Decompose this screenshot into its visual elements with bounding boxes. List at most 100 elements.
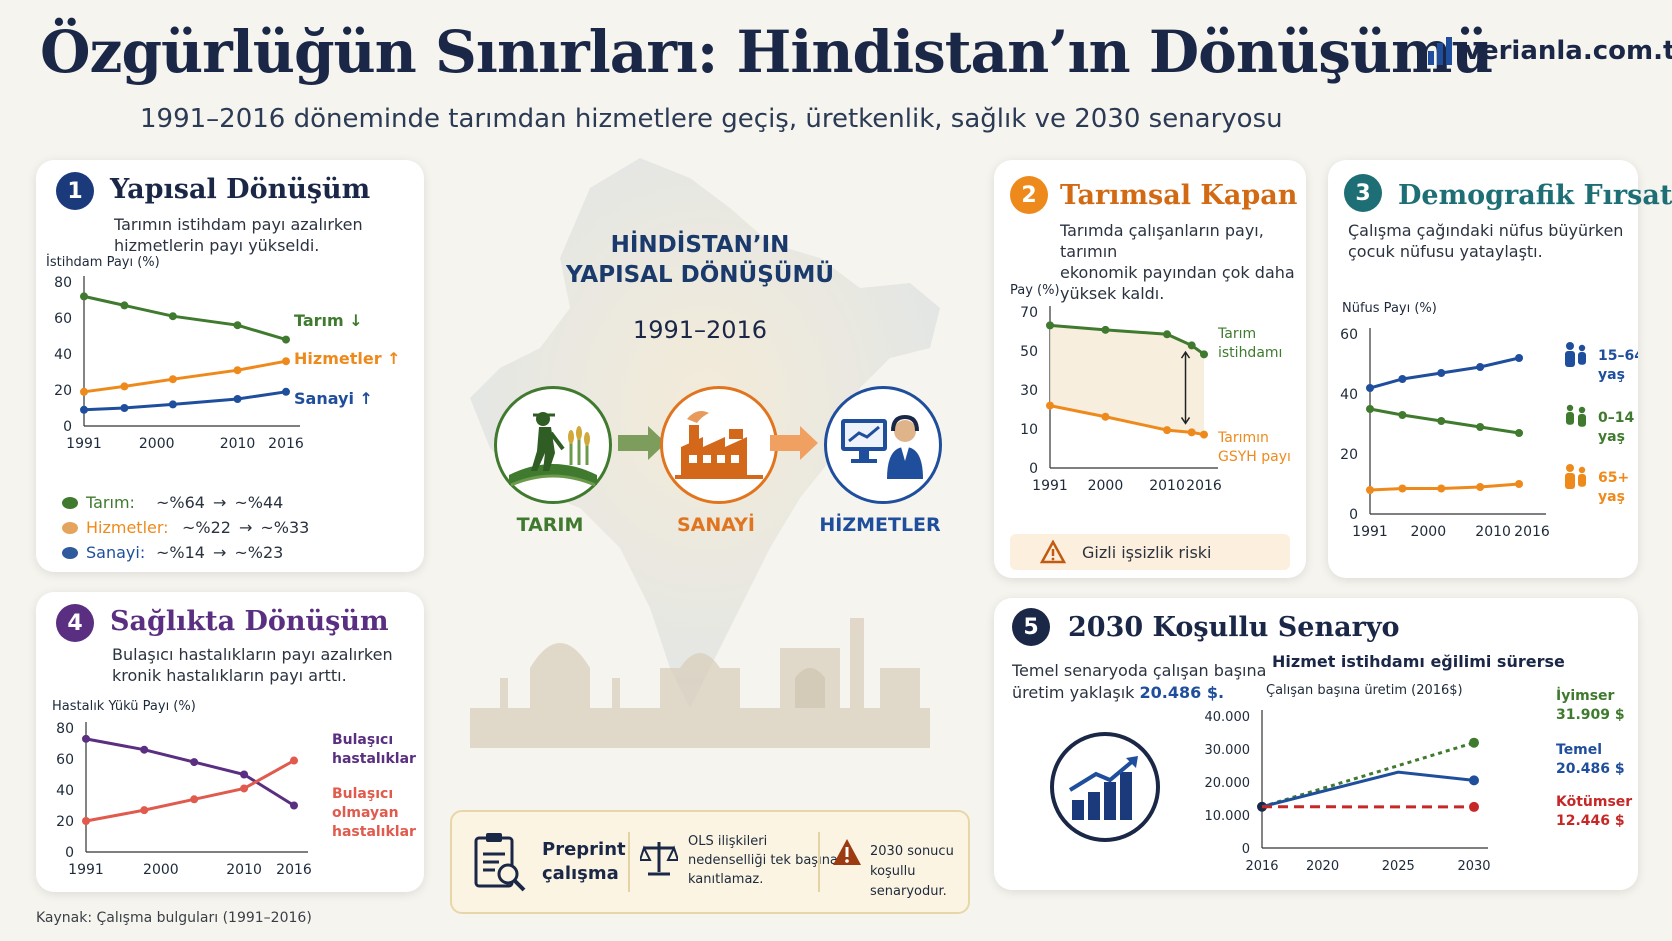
y-tick-label: 20.000 <box>1205 776 1251 791</box>
series-0-point <box>1187 341 1196 350</box>
card-description: üretim yaklaşık <box>1012 683 1135 702</box>
y-tick-label: 30.000 <box>1205 743 1251 758</box>
x-tick-label: 2010 <box>220 436 256 452</box>
series-1-line <box>1261 770 1475 809</box>
bar-chart-logo-icon <box>1428 37 1452 65</box>
warning-icon <box>833 839 861 865</box>
scenario-projection-chart: Çalışan başına üretim (2016$) 0 10.000 20.0… <box>1205 683 1633 874</box>
series-1-point <box>1476 423 1485 431</box>
ols-note: nedenselliği tek başına <box>688 853 838 868</box>
series-value-label: 20.486 $ <box>1556 761 1625 777</box>
series-label: Sanayi ↑ <box>294 389 373 408</box>
series-1-point <box>1515 429 1524 437</box>
y-tick-label: 20 <box>1340 447 1358 463</box>
y-tick-label: 40 <box>1340 387 1358 403</box>
x-tick-label: 2010 <box>1149 478 1185 494</box>
growth-chart-icon <box>1050 732 1160 842</box>
x-tick-label: 2016 <box>268 436 304 452</box>
employment-share-chart: İstihdam Payı (%) 0 20 40 60 80 1991 2000 2010 20… <box>46 254 401 452</box>
gap-area <box>1050 325 1204 435</box>
person-icon <box>1578 466 1586 474</box>
x-tick-label: 1991 <box>1032 478 1068 494</box>
series-1-point <box>82 817 90 825</box>
y-tick-label: 60 <box>56 752 74 768</box>
population-share-chart: Nüfus Payı (%) 0 20 40 60 1991 2000 2010 2016 15–… <box>1340 301 1638 540</box>
series-label-line: Bulaşıcı <box>332 786 393 802</box>
x-tick-label: 2000 <box>139 436 175 452</box>
y-tick-label: 10.000 <box>1205 809 1251 824</box>
legend-label: Sanayi: <box>86 543 146 562</box>
series-2-point <box>1366 486 1374 494</box>
center-years: 1991–2016 <box>632 316 768 344</box>
person-icon <box>1566 404 1574 412</box>
card-number-badge: 4 <box>56 604 94 642</box>
y-tick-label: 0 <box>1029 461 1038 477</box>
person-icon <box>1578 352 1586 365</box>
series-label-line: olmayan <box>332 805 399 821</box>
card-description: Tarımın istihdam payı azalırken <box>114 215 363 234</box>
series-1-point <box>140 806 149 815</box>
series-0-point <box>190 758 199 767</box>
stage-industry-circle <box>660 386 778 504</box>
x-tick-label: 2025 <box>1382 859 1415 874</box>
brand[interactable]: verianla.com.tr <box>1428 36 1672 66</box>
legend-arrow: → <box>212 493 227 512</box>
ols-note: kanıtlamaz. <box>688 872 764 887</box>
series-2-line <box>83 390 287 412</box>
x-tick-label: 2016 <box>276 862 312 878</box>
series-0-point <box>1366 384 1374 392</box>
series-1-point <box>282 357 290 366</box>
y-tick-label: 80 <box>56 721 74 737</box>
x-tick-label: 2030 <box>1457 859 1490 874</box>
series-label: Bulaşıcı olmayan hastalıklar <box>332 786 416 840</box>
person-icon <box>1566 342 1574 350</box>
card-structural-transformation: 1 Yapısal Dönüşüm Tarımın istihdam payı … <box>36 160 424 572</box>
series-0-point <box>282 335 290 344</box>
source-note: Kaynak: Çalışma bulguları (1991–2016) <box>36 910 312 926</box>
series-0-point <box>1046 321 1054 330</box>
person-icon <box>1578 344 1586 352</box>
series-label: Tarım ↓ <box>294 311 363 330</box>
arrow-right-icon <box>770 426 818 460</box>
series-0-point <box>290 801 298 810</box>
card-title: 2030 Koşullu Senaryo <box>1068 612 1400 643</box>
series-1-point <box>1398 411 1407 419</box>
card-description: Temel senaryoda çalışan başına <box>1012 661 1267 680</box>
series-1-point <box>1366 405 1374 413</box>
stage-label-agriculture: TARIM <box>516 514 584 536</box>
series-2-point <box>80 405 88 414</box>
x-tick-label: 1991 <box>66 436 102 452</box>
card-health-transformation: 4 Sağlıkta Dönüşüm Bulaşıcı hastalıkları… <box>36 592 424 892</box>
series-0-point <box>1476 363 1485 371</box>
legend-arrow: → <box>212 543 227 562</box>
series-label-line: hastalıklar <box>332 751 416 767</box>
series-label: İyimser <box>1556 687 1615 704</box>
series-1-point <box>1200 430 1208 439</box>
stage-agriculture-circle <box>494 386 612 504</box>
series-2-point <box>1398 484 1407 493</box>
series-label: Tarımın GSYH payı <box>1217 430 1291 465</box>
card-number-badge: 2 <box>1010 176 1048 214</box>
series-1-point <box>240 784 249 793</box>
series-1-point <box>233 366 242 375</box>
series-0-point <box>1101 325 1110 334</box>
series-0-point <box>120 301 129 310</box>
y-tick-label: 50 <box>1020 344 1038 360</box>
y-tick-label: 80 <box>54 275 72 291</box>
series-label-line: 15–64 <box>1598 348 1638 364</box>
y-tick-label: 0 <box>63 419 72 435</box>
series-label: 65+ yaş <box>1598 470 1629 505</box>
center-title-line: YAPISAL DÖNÜŞÜMÜ <box>565 262 835 288</box>
card-description: ekonomik payından çok daha <box>1060 263 1295 282</box>
card-number-badge: 5 <box>1012 608 1050 646</box>
scenario-note: koşullu senaryodur. <box>870 864 947 899</box>
series-0-point <box>240 770 249 779</box>
card-title: Sağlıkta Dönüşüm <box>110 606 389 637</box>
series-value-label: 31.909 $ <box>1556 707 1625 723</box>
y-axis-label: Pay (%) <box>1010 283 1060 298</box>
series-2-point <box>120 404 129 412</box>
series-1-point <box>80 387 88 396</box>
service-worker-icon <box>841 414 923 479</box>
person-icon <box>1565 351 1575 367</box>
series-label-line: 65+ <box>1598 470 1629 486</box>
